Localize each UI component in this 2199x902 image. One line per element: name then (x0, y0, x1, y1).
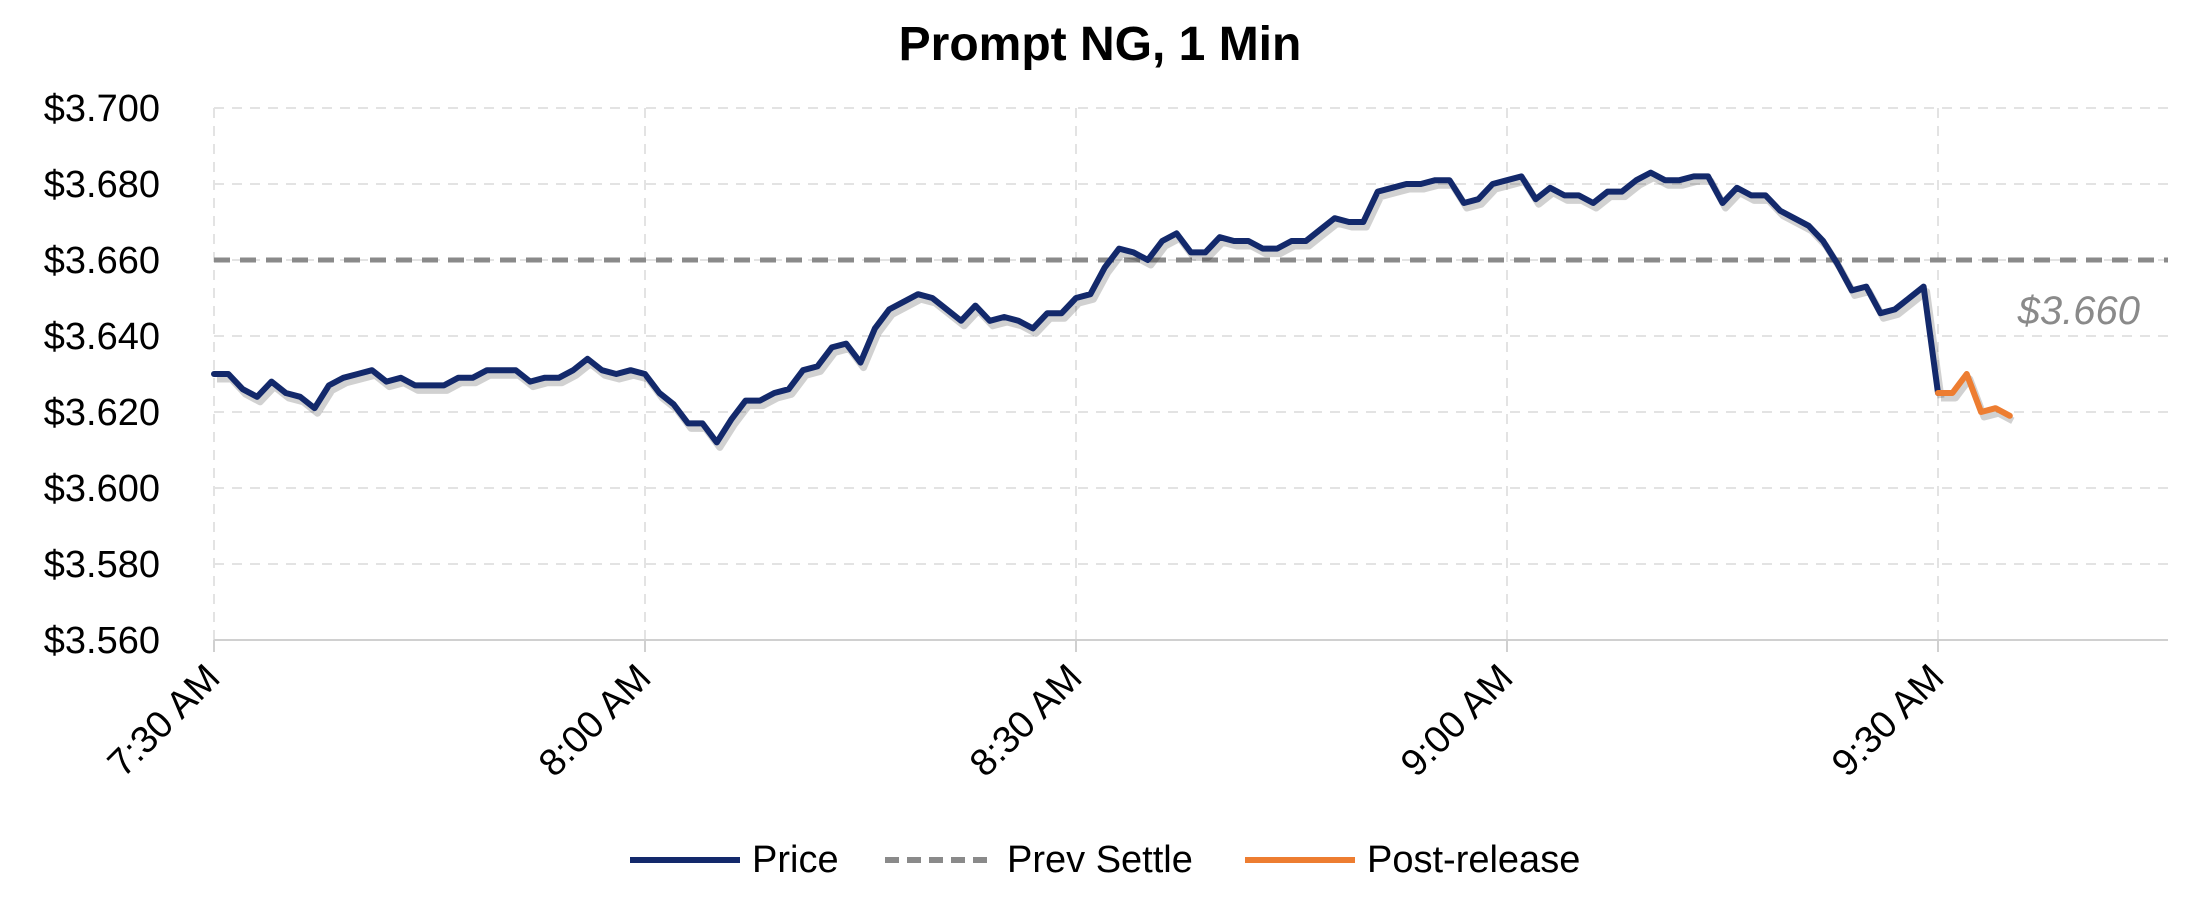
y-tick-label: $3.640 (44, 316, 160, 358)
chart-title: Prompt NG, 1 Min (899, 18, 1302, 71)
gridlines (213, 107, 2168, 652)
series-price-line-shadow (217, 174, 1945, 451)
x-tick-label: 9:00 AM (1393, 657, 1521, 785)
series-layer (211, 169, 2168, 451)
y-tick-label: $3.580 (44, 544, 160, 586)
y-tick-label: $3.560 (44, 620, 160, 662)
legend-label: Prev Settle (1007, 839, 1193, 881)
series-price-line (211, 169, 1941, 446)
legend: Price Prev Settle Post-release (630, 839, 1580, 881)
x-axis-ticks: 7:30 AM 8:00 AM 8:30 AM 9:00 AM 9:30 AM (100, 657, 1952, 785)
x-tick-label: 8:00 AM (531, 657, 659, 785)
prev-settle-annotation: $3.660 (2017, 289, 2140, 333)
y-tick-label: $3.620 (44, 392, 160, 434)
legend-label: Post-release (1367, 839, 1580, 881)
y-axis-ticks: $3.700 $3.680 $3.660 $3.640 $3.620 $3.600 $3.5… (44, 88, 160, 662)
x-tick-label: 9:30 AM (1824, 657, 1952, 785)
x-tick-label: 8:30 AM (962, 657, 1090, 785)
y-tick-label: $3.660 (44, 240, 160, 282)
y-tick-label: $3.700 (44, 88, 160, 130)
y-tick-label: $3.600 (44, 468, 160, 510)
x-tick-label: 7:30 AM (100, 657, 228, 785)
legend-label: Price (752, 839, 839, 881)
y-tick-label: $3.680 (44, 164, 160, 206)
series-post-release-line (1935, 371, 2013, 419)
